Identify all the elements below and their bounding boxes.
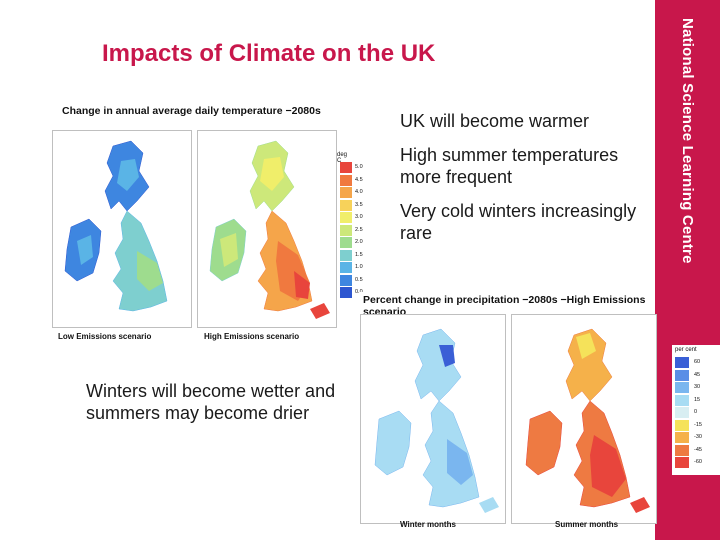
bullet-warmer: UK will become warmer — [400, 111, 590, 131]
temperature-legend-value: 1.0 — [355, 264, 363, 270]
temperature-legend-value: 4.5 — [355, 176, 363, 183]
temperature-legend-value: 2.5 — [355, 226, 363, 233]
temperature-legend-swatch — [340, 262, 352, 273]
precipitation-legend-swatch — [675, 444, 689, 456]
temperature-legend-value: 0.5 — [355, 276, 363, 283]
temperature-legend-swatch — [340, 174, 352, 186]
map-label-winter: Winter months — [400, 520, 456, 529]
bullet-summer-temps: High summer temperatures more frequent — [400, 145, 619, 187]
temperature-legend-swatch — [340, 237, 352, 248]
map-label-high-emissions: High Emissions scenario — [204, 332, 300, 341]
precipitation-summary: Winters will become wetter and summers m… — [86, 381, 336, 423]
temperature-legend-value: 5.0 — [355, 164, 363, 170]
precipitation-legend-title: per cent — [675, 347, 697, 353]
map-summer — [511, 314, 657, 524]
precipitation-legend-value: 45 — [694, 371, 701, 378]
precipitation-legend-swatch — [675, 357, 689, 368]
precipitation-legend-swatch — [675, 432, 689, 443]
precipitation-figure: Percent change in precipitation −2080s −… — [360, 292, 657, 540]
map-winter — [360, 314, 506, 524]
temperature-legend-swatch — [340, 199, 352, 211]
precipitation-legend-swatch — [675, 419, 689, 431]
precipitation-legend-value: -60 — [694, 459, 702, 465]
temperature-legend-swatch — [340, 162, 352, 173]
temperature-legend-swatch — [340, 187, 352, 198]
banner-logo: National Science Learning Centre — [655, 0, 720, 300]
precipitation-legend-swatch — [675, 369, 689, 381]
temperature-legend-value: 1.5 — [355, 251, 363, 258]
temperature-legend-value: 2.0 — [355, 239, 363, 245]
bullet-cold-winters: Very cold winters increasingly rare — [400, 201, 637, 243]
precipitation-legend-value: 0 — [694, 409, 698, 415]
precipitation-legend-value: -30 — [694, 434, 702, 440]
precipitation-legend-value: 60 — [694, 359, 701, 365]
bullet-list: UK will become warmer High summer temper… — [400, 110, 645, 256]
map-label-low-emissions: Low Emissions scenario — [58, 332, 152, 341]
precipitation-legend: per cent 60 45 30 15 0 -15 -30 -45 -60 — [672, 345, 720, 475]
precipitation-legend-value: -15 — [694, 421, 702, 428]
precipitation-legend-swatch — [675, 382, 689, 393]
precipitation-legend-value: 30 — [694, 384, 701, 390]
temperature-legend-swatch — [340, 249, 352, 261]
uk-map-summer — [525, 328, 650, 513]
temperature-legend-title: deg C — [337, 152, 348, 164]
temperature-legend-value: 4.0 — [355, 189, 363, 195]
map-low-emissions — [52, 130, 192, 328]
temperature-legend-value: 3.5 — [355, 201, 363, 208]
slide-title: Impacts of Climate on the UK — [102, 40, 436, 67]
temperature-legend-swatch — [340, 274, 352, 286]
temperature-legend-swatch — [340, 212, 352, 223]
map-label-summer: Summer months — [555, 520, 619, 529]
precipitation-legend-swatch — [675, 407, 689, 418]
temperature-figure: Change in annual average daily temperatu… — [52, 100, 363, 345]
uk-map-winter — [374, 328, 499, 513]
temperature-legend-value: 0.0 — [355, 289, 363, 295]
temperature-figure-title: Change in annual average daily temperatu… — [62, 105, 321, 117]
banner-text: National Science Learning Centre — [679, 18, 696, 264]
precipitation-legend-swatch — [675, 457, 689, 468]
precipitation-legend-swatch — [675, 394, 689, 406]
map-high-emissions — [197, 130, 337, 328]
uk-map-low-emissions — [64, 140, 168, 312]
temperature-legend-value: 3.0 — [355, 214, 363, 220]
uk-map-high-emissions — [209, 140, 330, 319]
precipitation-legend-value: 15 — [694, 396, 701, 403]
precipitation-legend-value: -45 — [694, 446, 702, 453]
temperature-legend-swatch — [340, 287, 352, 298]
temperature-legend-swatch — [340, 224, 352, 236]
